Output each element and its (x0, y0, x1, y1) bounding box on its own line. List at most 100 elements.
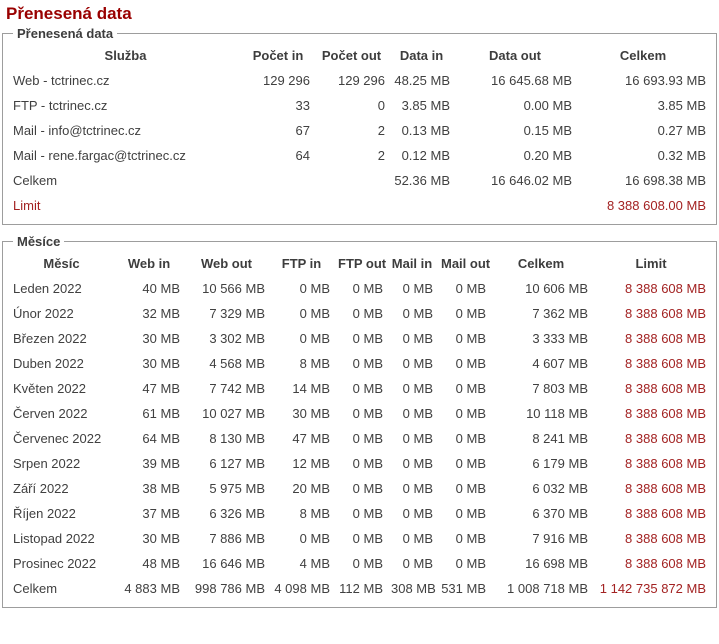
services-table: Služba Počet in Počet out Data in Data o… (9, 43, 710, 218)
column-header-data-in: Data in (399, 48, 444, 63)
table-cell: 0 MB (352, 456, 383, 471)
column-header-web-in: Web in (127, 256, 171, 271)
table-cell: 7 916 MB (532, 531, 588, 546)
table-row: Říjen 2022 37 MB 6 326 MB 8 MB 0 MB 0 MB 0 MB 6… (9, 501, 710, 526)
table-cell: 6 326 MB (209, 506, 265, 521)
row-label: Květen 2022 (13, 381, 87, 396)
table-cell: 531 MB (441, 581, 486, 596)
services-section: Přenesená data Služba Počet in Počet out… (2, 26, 717, 225)
table-cell: 0 MB (455, 556, 486, 571)
table-cell: 52.36 MB (394, 173, 450, 188)
table-cell: 0.00 MB (523, 98, 572, 113)
table-cell: 8 388 608 MB (625, 306, 706, 321)
table-cell: 0 MB (455, 281, 486, 296)
table-cell (389, 193, 454, 218)
table-row: Mail - rene.fargac@tctrinec.cz 64 2 0.12 MB… (9, 143, 710, 168)
table-cell: 129 296 (338, 73, 385, 88)
table-cell: 0.20 MB (523, 148, 572, 163)
table-cell: 30 MB (292, 406, 330, 421)
table-cell: 0 MB (402, 406, 433, 421)
table-cell: 0 MB (352, 406, 383, 421)
column-header-pocet-out: Počet out (321, 48, 382, 63)
table-cell: 8 388 608 MB (625, 431, 706, 446)
table-cell: 8 388 608 MB (625, 531, 706, 546)
table-row: Celkem 4 883 MB 998 786 MB 4 098 MB 112 MB 30… (9, 576, 710, 601)
months-section: Měsíce Měsíc Web in Web out FTP in FTP o… (2, 234, 717, 608)
table-cell: 8 388 608 MB (625, 406, 706, 421)
table-cell: 48 MB (142, 556, 180, 571)
table-cell: 4 568 MB (209, 356, 265, 371)
months-header-row: Měsíc Web in Web out FTP in FTP out Mail… (9, 251, 710, 276)
table-cell: 2 (377, 123, 385, 138)
table-cell: 30 MB (142, 331, 180, 346)
table-cell: 0 MB (402, 306, 433, 321)
table-cell: 10 118 MB (526, 406, 588, 421)
table-row: Limit 8 388 608.00 MB (9, 193, 710, 218)
table-cell: 67 (295, 123, 310, 138)
table-cell: 0.32 MB (657, 148, 706, 163)
row-label: Září 2022 (13, 481, 69, 496)
table-row: Mail - info@tctrinec.cz 67 2 0.13 MB 0.15 MB… (9, 118, 710, 143)
table-cell: 0.27 MB (657, 123, 706, 138)
column-header-pocet-in: Počet in (252, 48, 304, 63)
table-cell: 4 607 MB (532, 356, 588, 371)
table-cell: 0 MB (352, 531, 383, 546)
table-cell: 3.85 MB (657, 98, 706, 113)
table-cell: 6 179 MB (532, 456, 588, 471)
table-cell: 1 008 718 MB (507, 581, 588, 596)
table-cell: 8 388 608 MB (625, 556, 706, 571)
table-cell: 0 MB (455, 481, 486, 496)
services-legend: Přenesená data (17, 26, 114, 41)
table-cell: 7 362 MB (532, 306, 588, 321)
table-cell: 0 MB (402, 456, 433, 471)
row-label: Listopad 2022 (13, 531, 95, 546)
table-cell: 16 646 MB (202, 556, 265, 571)
table-cell: 8 130 MB (209, 431, 265, 446)
table-cell: 0 MB (352, 506, 383, 521)
row-label: Prosinec 2022 (13, 556, 97, 571)
column-header-celkem: Celkem (619, 48, 667, 63)
table-cell (242, 168, 314, 193)
table-cell: 0 MB (402, 331, 433, 346)
table-cell: 32 MB (142, 306, 180, 321)
table-cell: 3 302 MB (209, 331, 265, 346)
row-label: Limit (13, 198, 41, 213)
table-cell: 10 606 MB (525, 281, 588, 296)
table-cell: 0 MB (352, 481, 383, 496)
table-cell: 0 MB (352, 356, 383, 371)
table-cell: 8 MB (299, 506, 330, 521)
table-cell: 0 MB (352, 331, 383, 346)
table-row: Září 2022 38 MB 5 975 MB 20 MB 0 MB 0 MB 0 MB 6… (9, 476, 710, 501)
table-cell: 998 786 MB (194, 581, 265, 596)
column-header-mail-out: Mail out (441, 256, 490, 271)
table-row: FTP - tctrinec.cz 33 0 3.85 MB 0.00 MB 3.85 M… (9, 93, 710, 118)
table-cell: 8 241 MB (532, 431, 588, 446)
table-cell: 0 MB (455, 531, 486, 546)
row-label: Únor 2022 (13, 306, 74, 321)
table-cell: 10 027 MB (202, 406, 265, 421)
table-cell: 48.25 MB (394, 73, 450, 88)
row-label: FTP - tctrinec.cz (13, 98, 108, 113)
table-cell: 40 MB (142, 281, 180, 296)
row-label: Srpen 2022 (13, 456, 81, 471)
table-cell: 47 MB (292, 431, 330, 446)
table-cell: 0 MB (455, 356, 486, 371)
table-cell: 3.85 MB (401, 98, 450, 113)
page-title: Přenesená data (6, 4, 132, 23)
table-cell: 0 MB (352, 556, 383, 571)
table-cell: 39 MB (142, 456, 180, 471)
table-cell: 2 (377, 148, 385, 163)
row-label: Leden 2022 (13, 281, 82, 296)
row-label: Červenec 2022 (13, 431, 102, 446)
table-row: Celkem 52.36 MB 16 646.02 MB 16 698.38 MB (9, 168, 710, 193)
table-cell: 64 MB (142, 431, 180, 446)
table-cell: 8 388 608.00 MB (606, 198, 706, 213)
table-cell: 14 MB (292, 381, 330, 396)
table-cell: 0 MB (402, 281, 433, 296)
table-cell: 308 MB (391, 581, 436, 596)
table-cell: 0 MB (402, 356, 433, 371)
months-legend: Měsíce (17, 234, 61, 249)
services-header-row: Služba Počet in Počet out Data in Data o… (9, 43, 710, 68)
table-cell: 4 883 MB (124, 581, 180, 596)
table-cell: 37 MB (142, 506, 180, 521)
